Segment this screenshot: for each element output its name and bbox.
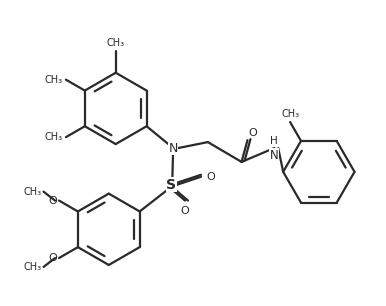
Text: N: N [169, 142, 178, 155]
Text: CH₃: CH₃ [45, 75, 63, 85]
Text: CH₃: CH₃ [281, 109, 299, 119]
Text: S: S [166, 178, 176, 192]
Text: O: O [48, 196, 57, 206]
Text: CH₃: CH₃ [107, 38, 125, 48]
Text: CH₃: CH₃ [24, 187, 42, 197]
Text: O: O [249, 128, 257, 138]
Text: H: H [270, 136, 278, 146]
Text: CH₃: CH₃ [24, 262, 42, 272]
Text: O: O [206, 172, 215, 182]
Text: N: N [270, 149, 279, 162]
Text: O: O [181, 206, 190, 215]
Text: CH₃: CH₃ [45, 132, 63, 142]
Text: O: O [48, 253, 57, 263]
